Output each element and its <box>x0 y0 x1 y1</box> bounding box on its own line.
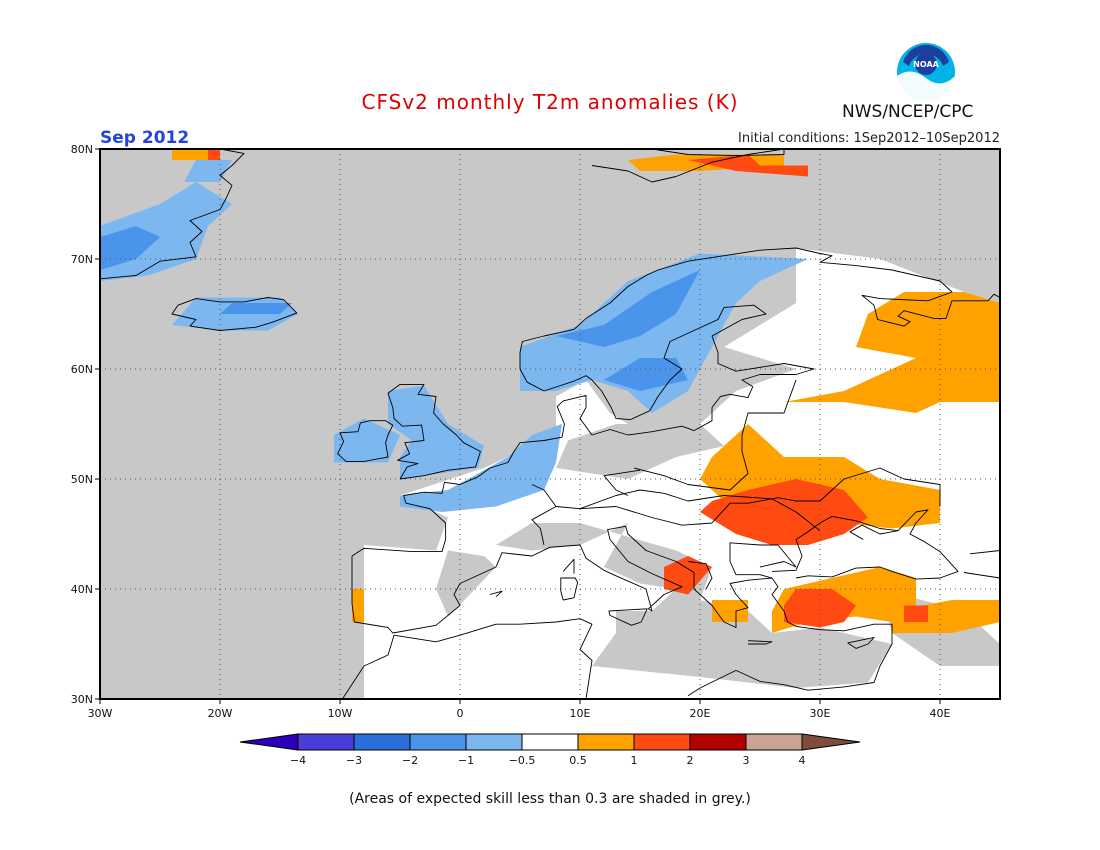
colorbar-tick-label: 0.5 <box>569 754 587 767</box>
colorbar-tick-label: −0.5 <box>509 754 536 767</box>
lat-tick-label: 30N <box>71 693 93 706</box>
agency-label: NWS/NCEP/CPC <box>842 102 974 122</box>
lon-tick-label: 10W <box>328 707 353 720</box>
color-legend: −4 −3 −2 −1 −0.5 0.5 1 2 3 4 <box>239 733 861 767</box>
map-gridlines <box>100 149 1000 699</box>
coastline <box>351 247 1001 557</box>
anomaly-region-warm <box>700 292 1000 529</box>
coastline <box>342 618 593 700</box>
skill-footnote: (Areas of expected skill less than 0.3 a… <box>349 791 751 807</box>
lat-tick-label: 80N <box>71 143 93 156</box>
anomaly-region-cool_light <box>520 253 808 413</box>
anomaly-region-cool_light <box>388 385 484 479</box>
anomaly-region-warmer <box>208 149 220 160</box>
coastline <box>562 558 575 574</box>
anomaly-region-cool_light <box>334 418 400 463</box>
lon-tick-label: 30E <box>810 707 831 720</box>
anomaly-region-warm <box>352 589 364 622</box>
anomaly-region-cool <box>220 303 292 314</box>
lon-tick-label: 20E <box>690 707 711 720</box>
coastline <box>387 383 481 480</box>
colorbar-tick-label: 2 <box>687 754 694 767</box>
coastlines <box>99 148 1001 700</box>
coastline <box>555 467 941 526</box>
anomaly-region-grey <box>556 424 724 479</box>
longitude-axis: 30W 20W 10W 0 10E 20E 30E 40E <box>88 699 951 720</box>
lon-tick-label: 40E <box>930 707 951 720</box>
coastline <box>603 469 641 496</box>
anomaly-region-cool_light <box>184 160 232 182</box>
anomaly-region-warmer <box>664 556 712 595</box>
colorbar-bin <box>409 733 467 751</box>
coastline <box>489 590 503 598</box>
coastline <box>337 420 394 462</box>
colorbar-bin <box>577 733 635 751</box>
colorbar-tick-label: 3 <box>743 754 750 767</box>
lat-tick-label: 70N <box>71 253 93 266</box>
coastline <box>687 561 713 590</box>
colorbar-bin <box>633 733 691 751</box>
colorbar-low-arrow <box>239 733 299 751</box>
coastline <box>171 297 298 331</box>
coastline <box>579 489 725 510</box>
coastline <box>608 608 648 626</box>
coastline <box>747 640 773 645</box>
lon-tick-label: 20W <box>208 707 233 720</box>
lat-tick-label: 50N <box>71 473 93 486</box>
forecast-period: Sep 2012 <box>100 128 190 148</box>
noaa-logo-icon: NOAA <box>897 43 955 102</box>
logo-text: NOAA <box>913 60 939 69</box>
colorbar-bin <box>521 733 579 751</box>
lon-tick-label: 30W <box>88 707 113 720</box>
initial-conditions: Initial conditions: 1Sep2012–10Sep2012 <box>738 131 1000 146</box>
coastline <box>633 379 797 491</box>
coastline <box>729 542 797 579</box>
colorbar-tick-label: 4 <box>799 754 806 767</box>
coastline <box>847 636 875 649</box>
coastline <box>849 524 899 540</box>
anomaly-region-warmer <box>784 589 856 628</box>
coastline <box>560 577 579 601</box>
coastline <box>771 509 959 580</box>
colorbar-bin <box>465 733 523 751</box>
colorbar-tick-label: −1 <box>458 754 474 767</box>
coastline <box>99 148 245 280</box>
figure-title: CFSv2 monthly T2m anomalies (K) <box>361 90 739 114</box>
coastline <box>651 148 785 157</box>
anomaly-region-cool <box>604 358 688 391</box>
colorbar-tick-label: 1 <box>631 754 638 767</box>
coastline <box>531 484 557 546</box>
anomaly-region-cool <box>556 270 700 347</box>
anomaly-region-warm <box>172 149 208 160</box>
colorbar-bin <box>353 733 411 751</box>
lon-tick-label: 0 <box>457 707 464 720</box>
anomaly-regions <box>100 149 1000 699</box>
lon-tick-label: 10E <box>570 707 591 720</box>
anomaly-region-warmer <box>688 154 808 177</box>
anomaly-region-warmer <box>904 605 928 622</box>
lat-tick-label: 60N <box>71 363 93 376</box>
anomaly-region-warm <box>928 292 1000 336</box>
anomaly-map: 30W 20W 10W 0 10E 20E 30E 40E 30N 40N 50N 60N 70N 80… <box>71 143 1001 767</box>
colorbar-tick-label: −3 <box>346 754 362 767</box>
lat-tick-label: 40N <box>71 583 93 596</box>
colorbar-tick-label: −2 <box>402 754 418 767</box>
anomaly-region-grey <box>436 550 496 617</box>
anomaly-region-warm <box>712 600 748 622</box>
latitude-axis: 30N 40N 50N 60N 70N 80N <box>71 143 100 706</box>
coastline <box>351 525 893 697</box>
colorbar-bin <box>745 733 803 751</box>
colorbar-bin <box>689 733 747 751</box>
colorbar-high-arrow <box>801 733 861 751</box>
map-frame <box>99 148 1001 700</box>
coastline <box>723 495 821 532</box>
colorbar-bin <box>297 733 355 751</box>
colorbar-tick-label: −4 <box>290 754 306 767</box>
anomaly-region-grey <box>496 523 892 688</box>
anomaly-region-cool_light <box>400 424 562 512</box>
